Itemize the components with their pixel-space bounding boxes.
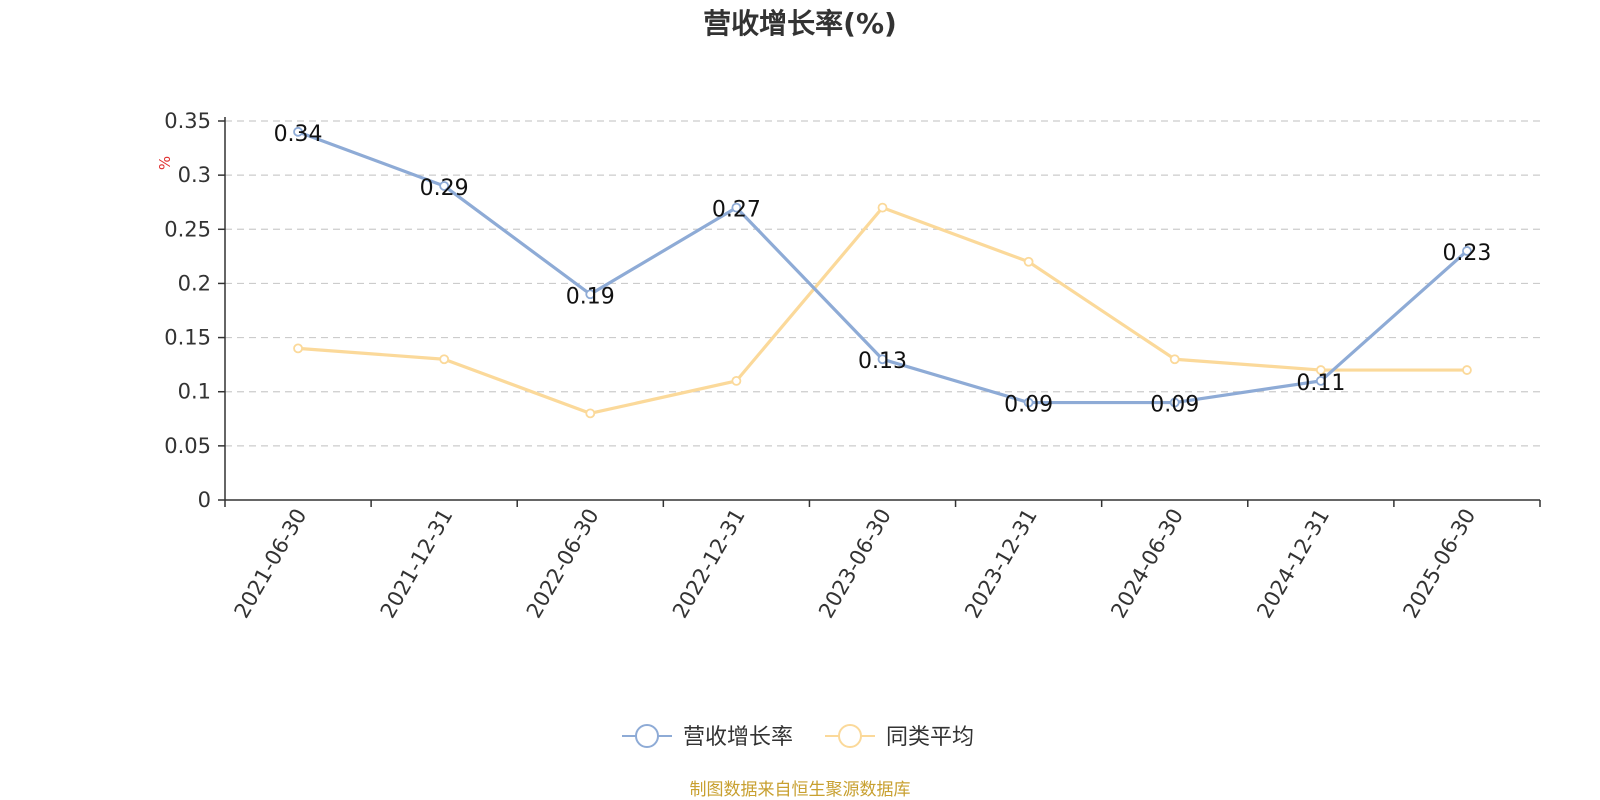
series-layer: 0.34 0.29 0.19 0.27 0.13 0.09 0.09 0.11 0.23 bbox=[274, 122, 1492, 419]
data-label: 0.09 bbox=[1004, 393, 1053, 418]
data-label: 0.29 bbox=[420, 176, 469, 201]
y-tick-label: 0.25 bbox=[164, 217, 211, 241]
legend-label: 同类平均 bbox=[886, 725, 974, 750]
y-tick-label: 0.15 bbox=[164, 326, 211, 350]
data-point bbox=[1315, 375, 1326, 386]
data-label: 0.11 bbox=[1296, 371, 1345, 396]
legend-marker bbox=[635, 724, 659, 748]
y-tick-label: 0.3 bbox=[178, 163, 211, 187]
x-tick-label: 2021-12-31 bbox=[376, 504, 458, 622]
data-point bbox=[877, 202, 888, 213]
data-point bbox=[1023, 256, 1034, 267]
y-tick-label: 0.35 bbox=[164, 109, 211, 133]
chart-title: 营收增长率(%) bbox=[703, 7, 897, 40]
y-tick-label: 0.1 bbox=[178, 380, 211, 404]
series-line bbox=[297, 206, 1467, 415]
x-tick-label: 2022-06-30 bbox=[522, 505, 604, 623]
y-axis-unit: % bbox=[156, 156, 174, 170]
x-tick-label: 2024-06-30 bbox=[1106, 505, 1188, 623]
data-point bbox=[1169, 354, 1180, 365]
data-label: 0.19 bbox=[566, 284, 615, 309]
series-peer-average bbox=[293, 202, 1472, 419]
x-tick-label: 2021-06-30 bbox=[230, 505, 312, 623]
data-point bbox=[585, 289, 596, 300]
data-label: 0.23 bbox=[1442, 241, 1491, 266]
series-revenue-growth: 0.34 0.29 0.19 0.27 0.13 0.09 0.09 0.11 0.23 bbox=[274, 122, 1492, 418]
grid-lines bbox=[225, 120, 1540, 447]
x-tick-label: 2025-06-30 bbox=[1398, 505, 1480, 623]
y-tick-label: 0.2 bbox=[178, 271, 211, 295]
legend-item-revenue-growth[interactable]: 营收增长率 bbox=[622, 724, 793, 750]
data-point bbox=[1462, 246, 1472, 256]
x-tick-label: 2023-06-30 bbox=[814, 505, 896, 623]
data-point bbox=[1315, 365, 1326, 375]
data-point bbox=[1023, 397, 1034, 408]
y-tick-labels: 0 0.05 0.1 0.15 0.2 0.25 0.3 0.35 bbox=[164, 109, 211, 512]
legend-label: 营收增长率 bbox=[683, 725, 793, 750]
data-point bbox=[877, 354, 888, 365]
data-point bbox=[731, 375, 742, 386]
legend-marker bbox=[838, 724, 862, 748]
x-tick-labels: 2021-06-30 2021-12-31 2022-06-30 2022-12-31… bbox=[230, 504, 1481, 622]
data-label: 0.13 bbox=[858, 349, 907, 374]
data-label: 0.27 bbox=[712, 198, 761, 223]
legend[interactable]: 营收增长率 同类平均 bbox=[622, 724, 974, 750]
data-label: 0.34 bbox=[274, 122, 323, 147]
data-point bbox=[439, 181, 450, 191]
axes bbox=[218, 117, 1541, 507]
data-point bbox=[1462, 365, 1472, 375]
data-point bbox=[731, 202, 742, 213]
legend-item-peer-average[interactable]: 同类平均 bbox=[825, 724, 974, 750]
y-tick-label: 0 bbox=[198, 488, 211, 512]
source-note: 制图数据来自恒生聚源数据库 bbox=[690, 780, 911, 800]
x-tick-label: 2023-12-31 bbox=[960, 505, 1042, 623]
data-point bbox=[439, 354, 450, 365]
data-point bbox=[293, 343, 303, 354]
data-point bbox=[293, 126, 303, 137]
data-label: 0.09 bbox=[1150, 393, 1199, 418]
data-point bbox=[585, 408, 596, 419]
x-tick-label: 2024-12-31 bbox=[1252, 505, 1334, 623]
y-tick-label: 0.05 bbox=[164, 434, 211, 458]
x-tick-label: 2022-12-31 bbox=[668, 505, 750, 623]
data-point bbox=[1169, 397, 1180, 408]
